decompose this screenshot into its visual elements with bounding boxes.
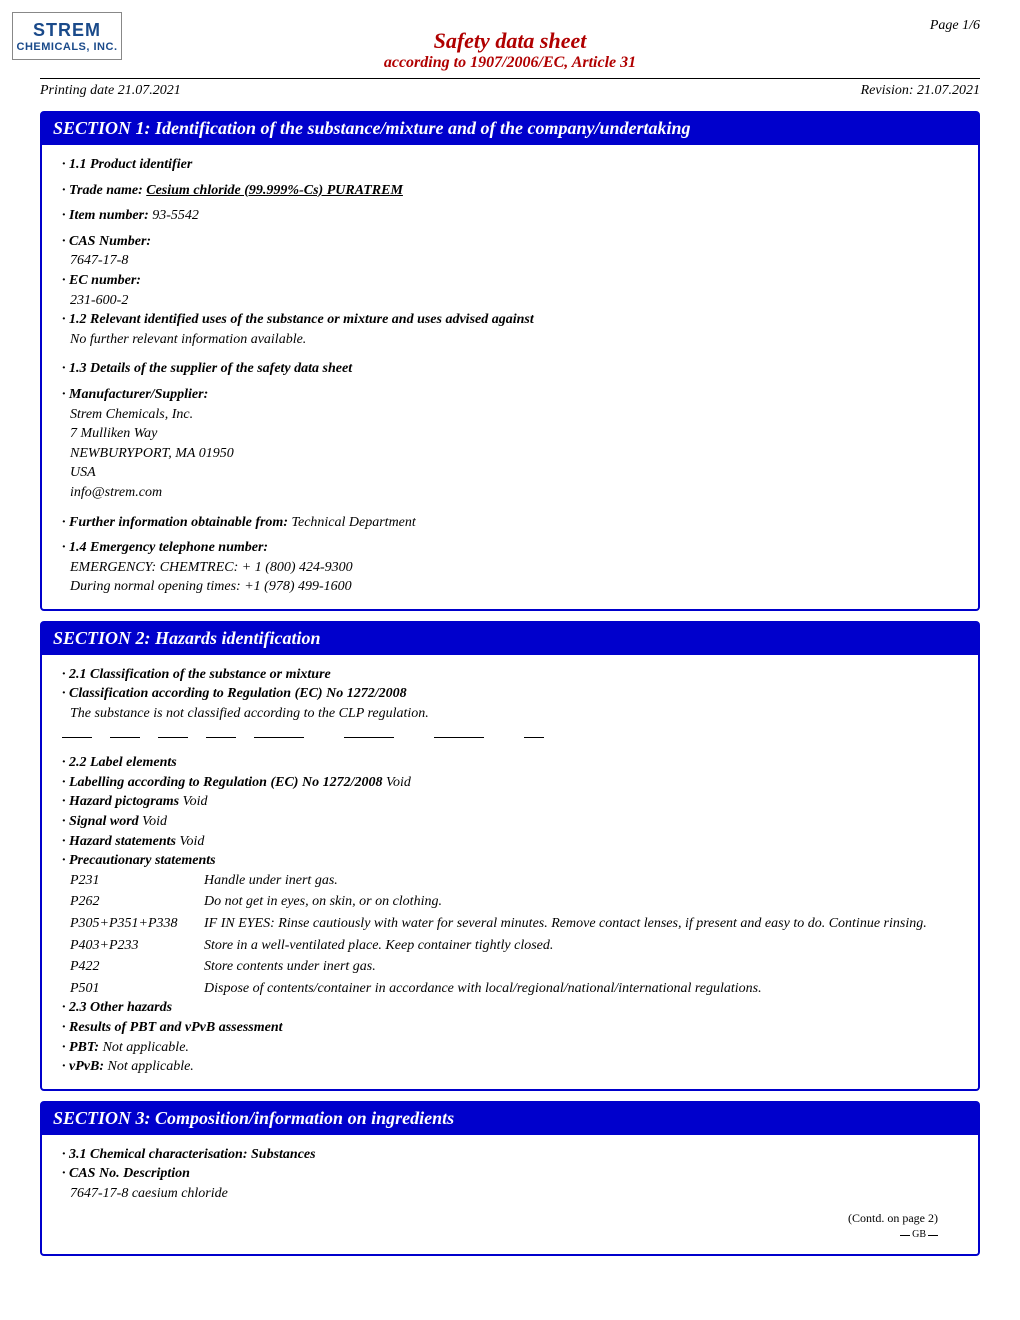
precautionary-label: · Precautionary statements	[62, 851, 958, 871]
revision-label: Revision:	[861, 83, 917, 98]
trade-name-label: · Trade name:	[62, 183, 146, 198]
pcode-3-code: P403+P233	[70, 936, 200, 956]
vpvb-value: Not applicable.	[107, 1059, 193, 1074]
dashed-separator	[62, 728, 958, 748]
logo-text-top: STREM	[33, 20, 101, 41]
further-info-value: Technical Department	[291, 515, 415, 530]
classification-reg-label: · Classification according to Regulation…	[62, 684, 958, 704]
emergency-line-0: EMERGENCY: CHEMTREC: + 1 (800) 424-9300	[70, 558, 958, 578]
page-number: Page 1/6	[930, 18, 980, 34]
labelling-label: · Labelling according to Regulation (EC)…	[62, 775, 386, 790]
manufacturer-line-0: Strem Chemicals, Inc.	[70, 405, 958, 425]
trade-name-row: · Trade name: Cesium chloride (99.999%-C…	[62, 181, 958, 201]
pcode-4-code: P422	[70, 957, 200, 977]
section-2-box: SECTION 2: Hazards identification · 2.1 …	[40, 621, 980, 1091]
pbt-label: · PBT:	[62, 1040, 103, 1055]
cas-number-value: 7647-17-8	[70, 251, 958, 271]
section-2-heading: SECTION 2: Hazards identification	[41, 622, 979, 655]
further-info-row: · Further information obtainable from: T…	[62, 513, 958, 533]
pcode-5-code: P501	[70, 979, 200, 999]
uses-label: · 1.2 Relevant identified uses of the su…	[62, 310, 958, 330]
labelling-value: Void	[386, 775, 411, 790]
item-number-row: · Item number: 93-5542	[62, 206, 958, 226]
cas-desc-label: · CAS No. Description	[62, 1164, 958, 1184]
pbt-row: · PBT: Not applicable.	[62, 1038, 958, 1058]
hazard-statements-label: · Hazard statements	[62, 834, 179, 849]
pcode-3-text: Store in a well-ventilated place. Keep c…	[204, 936, 958, 956]
section-3-body: · 3.1 Chemical characterisation: Substan…	[42, 1145, 978, 1243]
emergency-label: · 1.4 Emergency telephone number:	[62, 538, 958, 558]
pcode-1-text: Do not get in eyes, on skin, or on cloth…	[204, 892, 958, 912]
hazard-pictograms-label: · Hazard pictograms	[62, 794, 183, 809]
signal-word-label: · Signal word	[62, 814, 142, 829]
signal-word-value: Void	[142, 814, 167, 829]
classification-text: The substance is not classified accordin…	[70, 704, 958, 724]
manufacturer-line-2: NEWBURYPORT, MA 01950	[70, 444, 958, 464]
page: STREM CHEMICALS, INC. Page 1/6 Safety da…	[0, 0, 1020, 1296]
further-info-label: · Further information obtainable from:	[62, 515, 291, 530]
revision-date: Revision: 21.07.2021	[861, 83, 980, 99]
signal-word-row: · Signal word Void	[62, 812, 958, 832]
supplier-label: · 1.3 Details of the supplier of the saf…	[62, 359, 958, 379]
section-3-heading: SECTION 3: Composition/information on in…	[41, 1102, 979, 1135]
pbt-results-label: · Results of PBT and vPvB assessment	[62, 1018, 958, 1038]
revision-date-value: 21.07.2021	[917, 83, 980, 98]
precautionary-table: P231 Handle under inert gas. P262 Do not…	[70, 871, 958, 999]
other-hazards-label: · 2.3 Other hazards	[62, 998, 958, 1018]
section-2-body: · 2.1 Classification of the substance or…	[42, 665, 978, 1077]
trade-name-value: Cesium chloride (99.999%-Cs) PURATREM	[146, 183, 403, 198]
pbt-value: Not applicable.	[103, 1040, 189, 1055]
label-elements-label: · 2.2 Label elements	[62, 753, 958, 773]
hazard-statements-value: Void	[179, 834, 204, 849]
printing-date: Printing date 21.07.2021	[40, 83, 181, 99]
pcode-1-code: P262	[70, 892, 200, 912]
ec-number-value: 231-600-2	[70, 291, 958, 311]
vpvb-label: · vPvB:	[62, 1059, 107, 1074]
uses-text: No further relevant information availabl…	[70, 330, 958, 350]
cas-number-label: · CAS Number:	[62, 232, 958, 252]
gb-text: GB	[912, 1229, 926, 1240]
manufacturer-line-1: 7 Mulliken Way	[70, 424, 958, 444]
contd-note: (Contd. on page 2)	[62, 1210, 958, 1227]
gb-tag: GB	[62, 1228, 958, 1242]
hazard-pictograms-value: Void	[183, 794, 208, 809]
meta-row: Printing date 21.07.2021 Revision: 21.07…	[40, 83, 980, 99]
printing-date-value: 21.07.2021	[118, 83, 181, 98]
section-1-body: · 1.1 Product identifier · Trade name: C…	[42, 155, 978, 597]
section-3-box: SECTION 3: Composition/information on in…	[40, 1101, 980, 1257]
emergency-line-1: During normal opening times: +1 (978) 49…	[70, 577, 958, 597]
vpvb-row: · vPvB: Not applicable.	[62, 1057, 958, 1077]
manufacturer-line-4: info@strem.com	[70, 483, 958, 503]
ec-number-label: · EC number:	[62, 271, 958, 291]
pcode-4-text: Store contents under inert gas.	[204, 957, 958, 977]
pcode-2-text: IF IN EYES: Rinse cautiously with water …	[204, 914, 958, 934]
item-number-value: 93-5542	[152, 208, 199, 223]
divider	[40, 78, 980, 79]
printing-date-label: Printing date	[40, 83, 118, 98]
product-identifier-label: · 1.1 Product identifier	[62, 155, 958, 175]
hazard-statements-row: · Hazard statements Void	[62, 832, 958, 852]
document-subtitle: according to 1907/2006/EC, Article 31	[40, 54, 980, 72]
pcode-0-code: P231	[70, 871, 200, 891]
document-title: Safety data sheet	[40, 28, 980, 54]
cas-desc-value: 7647-17-8 caesium chloride	[70, 1184, 958, 1204]
pcode-5-text: Dispose of contents/container in accorda…	[204, 979, 958, 999]
logo-text-bottom: CHEMICALS, INC.	[17, 41, 118, 53]
chem-char-label: · 3.1 Chemical characterisation: Substan…	[62, 1145, 958, 1165]
manufacturer-label: · Manufacturer/Supplier:	[62, 385, 958, 405]
section-1-heading: SECTION 1: Identification of the substan…	[41, 112, 979, 145]
hazard-pictograms-row: · Hazard pictograms Void	[62, 792, 958, 812]
pcode-2-code: P305+P351+P338	[70, 914, 200, 934]
company-logo: STREM CHEMICALS, INC.	[12, 12, 122, 60]
labelling-row: · Labelling according to Regulation (EC)…	[62, 773, 958, 793]
section-1-box: SECTION 1: Identification of the substan…	[40, 111, 980, 611]
manufacturer-line-3: USA	[70, 463, 958, 483]
item-number-label: · Item number:	[62, 208, 152, 223]
pcode-0-text: Handle under inert gas.	[204, 871, 958, 891]
classification-label: · 2.1 Classification of the substance or…	[62, 665, 958, 685]
